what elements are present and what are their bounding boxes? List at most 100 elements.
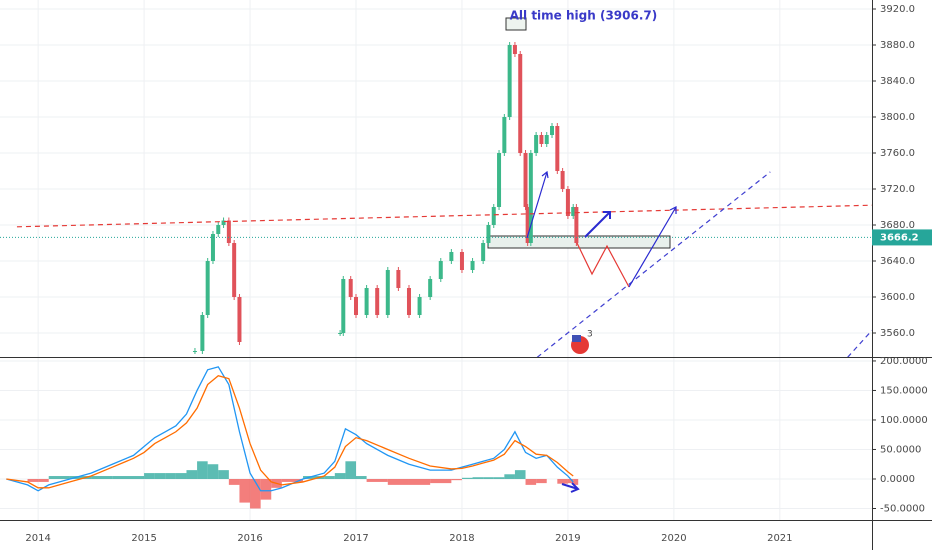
arrow-head — [603, 211, 611, 219]
projection-zigzag — [576, 242, 630, 288]
candle — [385, 270, 390, 315]
marks — [0, 42, 872, 509]
last-price-label: 3666.2 — [880, 232, 919, 243]
candle — [528, 153, 533, 243]
histogram-bar — [144, 473, 155, 479]
candle — [470, 261, 475, 270]
candle — [523, 153, 528, 207]
candle — [512, 45, 517, 54]
histogram-bar — [133, 476, 145, 479]
candle — [216, 225, 221, 234]
x-tick-label: 2015 — [131, 533, 156, 544]
histogram-bar — [165, 473, 176, 479]
histogram-bar — [27, 478, 39, 482]
candle — [226, 220, 231, 243]
histogram-bar — [514, 470, 526, 479]
y-tick-label: 3560.0 — [880, 328, 915, 339]
y-tick-label: 3920.0 — [880, 4, 915, 15]
histogram-bar — [567, 478, 574, 484]
histogram-bar — [175, 473, 187, 479]
y-tick-label: 3720.0 — [880, 184, 915, 195]
trend-line — [847, 329, 872, 357]
candle — [481, 243, 486, 261]
y-tick-label: 3880.0 — [880, 40, 915, 51]
histogram-bar — [207, 464, 219, 479]
candle — [565, 189, 570, 216]
x-tick-label: 2018 — [449, 533, 474, 544]
histogram-bar — [239, 478, 251, 503]
x-tick-label: 2021 — [767, 533, 792, 544]
candle — [491, 207, 496, 225]
candle — [237, 297, 242, 342]
histogram-bar — [197, 461, 208, 479]
candle — [221, 220, 226, 225]
candle — [417, 297, 422, 315]
candle — [428, 279, 433, 297]
histogram-bar — [461, 477, 473, 479]
histogram-bar — [408, 478, 431, 485]
y-tick-label: -50.0000 — [880, 503, 925, 514]
candle — [396, 270, 401, 288]
histogram-bar — [430, 478, 452, 484]
event-flag — [572, 335, 581, 342]
x-tick-label: 2020 — [661, 533, 686, 544]
histogram-bar — [250, 478, 261, 509]
histogram-bar — [48, 476, 70, 479]
candle — [534, 135, 539, 153]
arrows — [526, 170, 677, 493]
candle — [459, 252, 464, 270]
candle — [550, 126, 555, 135]
y-tick-label: 3760.0 — [880, 148, 915, 159]
candle — [200, 315, 205, 351]
candle — [354, 297, 359, 315]
candle — [497, 153, 502, 207]
histogram-bar — [366, 478, 388, 482]
histogram-bar — [483, 477, 494, 479]
histogram-bar — [112, 476, 134, 479]
candle — [348, 279, 353, 297]
y-tick-label: 3800.0 — [880, 112, 915, 123]
candle — [375, 288, 380, 315]
candle — [560, 171, 565, 189]
trend-line — [16, 204, 872, 228]
histogram-bar — [525, 478, 537, 485]
event-badge[interactable]: 3 — [571, 330, 593, 355]
candle — [574, 207, 579, 243]
candle — [438, 261, 443, 279]
histogram-bar — [154, 473, 166, 479]
histogram-bar — [356, 476, 367, 479]
y-tick-label: 150.0000 — [880, 385, 928, 396]
histogram-bar — [303, 476, 325, 479]
candle — [449, 252, 454, 261]
histogram-bar — [260, 478, 272, 500]
y-tick-label: 3600.0 — [880, 292, 915, 303]
arrow — [526, 171, 548, 239]
candle — [507, 45, 512, 117]
candle — [341, 279, 346, 333]
arrow-head — [570, 482, 580, 493]
histogram-bar — [387, 478, 409, 485]
candle — [518, 54, 523, 153]
histogram-bar — [345, 461, 357, 479]
histogram-bar — [91, 476, 113, 479]
candle — [232, 243, 237, 297]
histogram-bar — [504, 474, 515, 479]
candle — [486, 225, 491, 243]
y-tick-label: 50.0000 — [880, 444, 921, 455]
y-tick-label: 0.0000 — [880, 474, 915, 485]
x-tick-label: 2014 — [25, 533, 50, 544]
candle — [210, 234, 215, 261]
histogram-bar — [228, 478, 240, 485]
arrow — [584, 211, 611, 238]
event-count: 3 — [587, 330, 593, 340]
x-tick-label: 2019 — [555, 533, 580, 544]
arrow-head — [669, 206, 677, 214]
candle — [364, 288, 369, 315]
annotation: All time high (3906.7) — [510, 9, 658, 23]
histogram-bar — [69, 476, 92, 479]
y-tick-label: 3840.0 — [880, 76, 915, 87]
histogram-bar — [186, 470, 198, 479]
arrow — [561, 483, 579, 490]
histogram-bar — [557, 478, 568, 484]
